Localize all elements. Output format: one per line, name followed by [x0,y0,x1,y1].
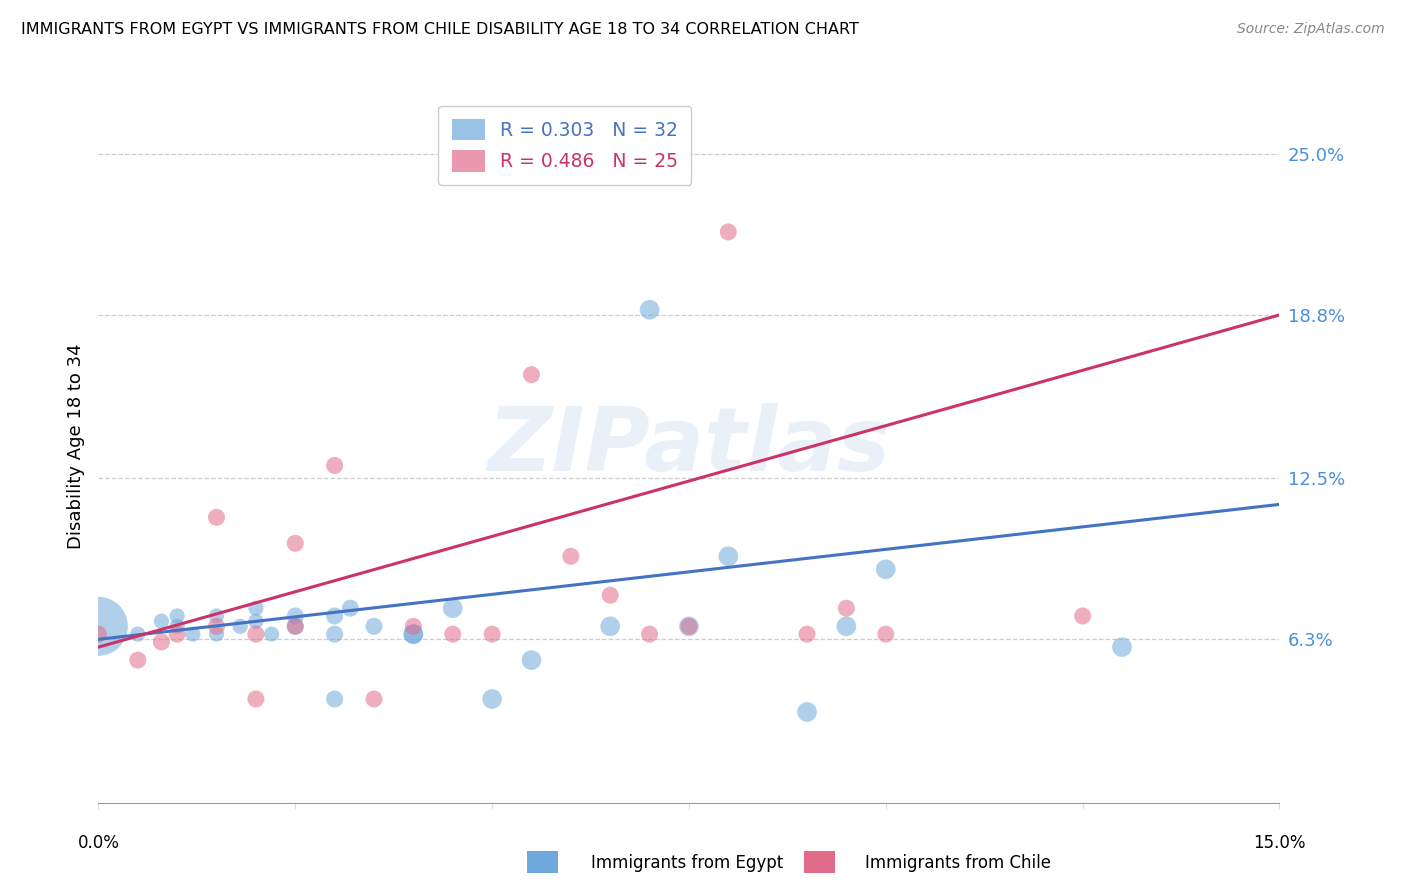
Point [284,609,307,624]
Point [339,601,361,615]
Point [205,510,228,524]
Point [127,627,149,641]
Point [835,601,858,615]
Point [1111,640,1133,654]
Point [717,549,740,564]
Text: Immigrants from Chile: Immigrants from Chile [865,854,1050,871]
Point [245,627,267,641]
Point [205,619,228,633]
Point [599,588,621,602]
Legend: R = 0.303   N = 32, R = 0.486   N = 25: R = 0.303 N = 32, R = 0.486 N = 25 [439,106,692,185]
Point [678,619,700,633]
Point [796,705,818,719]
Point [205,627,228,641]
Point [638,627,661,641]
Point [127,653,149,667]
Point [560,549,582,564]
Point [284,619,307,633]
Point [245,692,267,706]
Point [87,627,110,641]
Point [87,619,110,633]
Text: 15.0%: 15.0% [1253,834,1306,852]
Point [166,619,188,633]
Point [166,627,188,641]
Point [1071,609,1094,624]
Text: IMMIGRANTS FROM EGYPT VS IMMIGRANTS FROM CHILE DISABILITY AGE 18 TO 34 CORRELATI: IMMIGRANTS FROM EGYPT VS IMMIGRANTS FROM… [21,22,859,37]
Text: Source: ZipAtlas.com: Source: ZipAtlas.com [1237,22,1385,37]
Point [229,619,252,633]
Point [323,627,346,641]
Point [481,692,503,706]
Text: Immigrants from Egypt: Immigrants from Egypt [591,854,783,871]
Point [245,601,267,615]
Y-axis label: Disability Age 18 to 34: Disability Age 18 to 34 [66,343,84,549]
Point [875,627,897,641]
Point [402,627,425,641]
Point [205,609,228,624]
Point [245,614,267,628]
Point [150,635,173,649]
Point [284,536,307,550]
Point [402,627,425,641]
Point [481,627,503,641]
Point [638,302,661,317]
Point [323,458,346,473]
Point [599,619,621,633]
Point [796,627,818,641]
Point [260,627,283,641]
Point [363,692,385,706]
Point [441,601,464,615]
Point [323,692,346,706]
Point [441,627,464,641]
Point [181,627,204,641]
Text: 0.0%: 0.0% [77,834,120,852]
Point [363,619,385,633]
Point [284,619,307,633]
Point [520,368,543,382]
Point [150,614,173,628]
Point [875,562,897,576]
Text: ZIPatlas: ZIPatlas [488,402,890,490]
Point [323,609,346,624]
Point [520,653,543,667]
Point [402,619,425,633]
Point [717,225,740,239]
Point [166,609,188,624]
Point [678,619,700,633]
Point [835,619,858,633]
